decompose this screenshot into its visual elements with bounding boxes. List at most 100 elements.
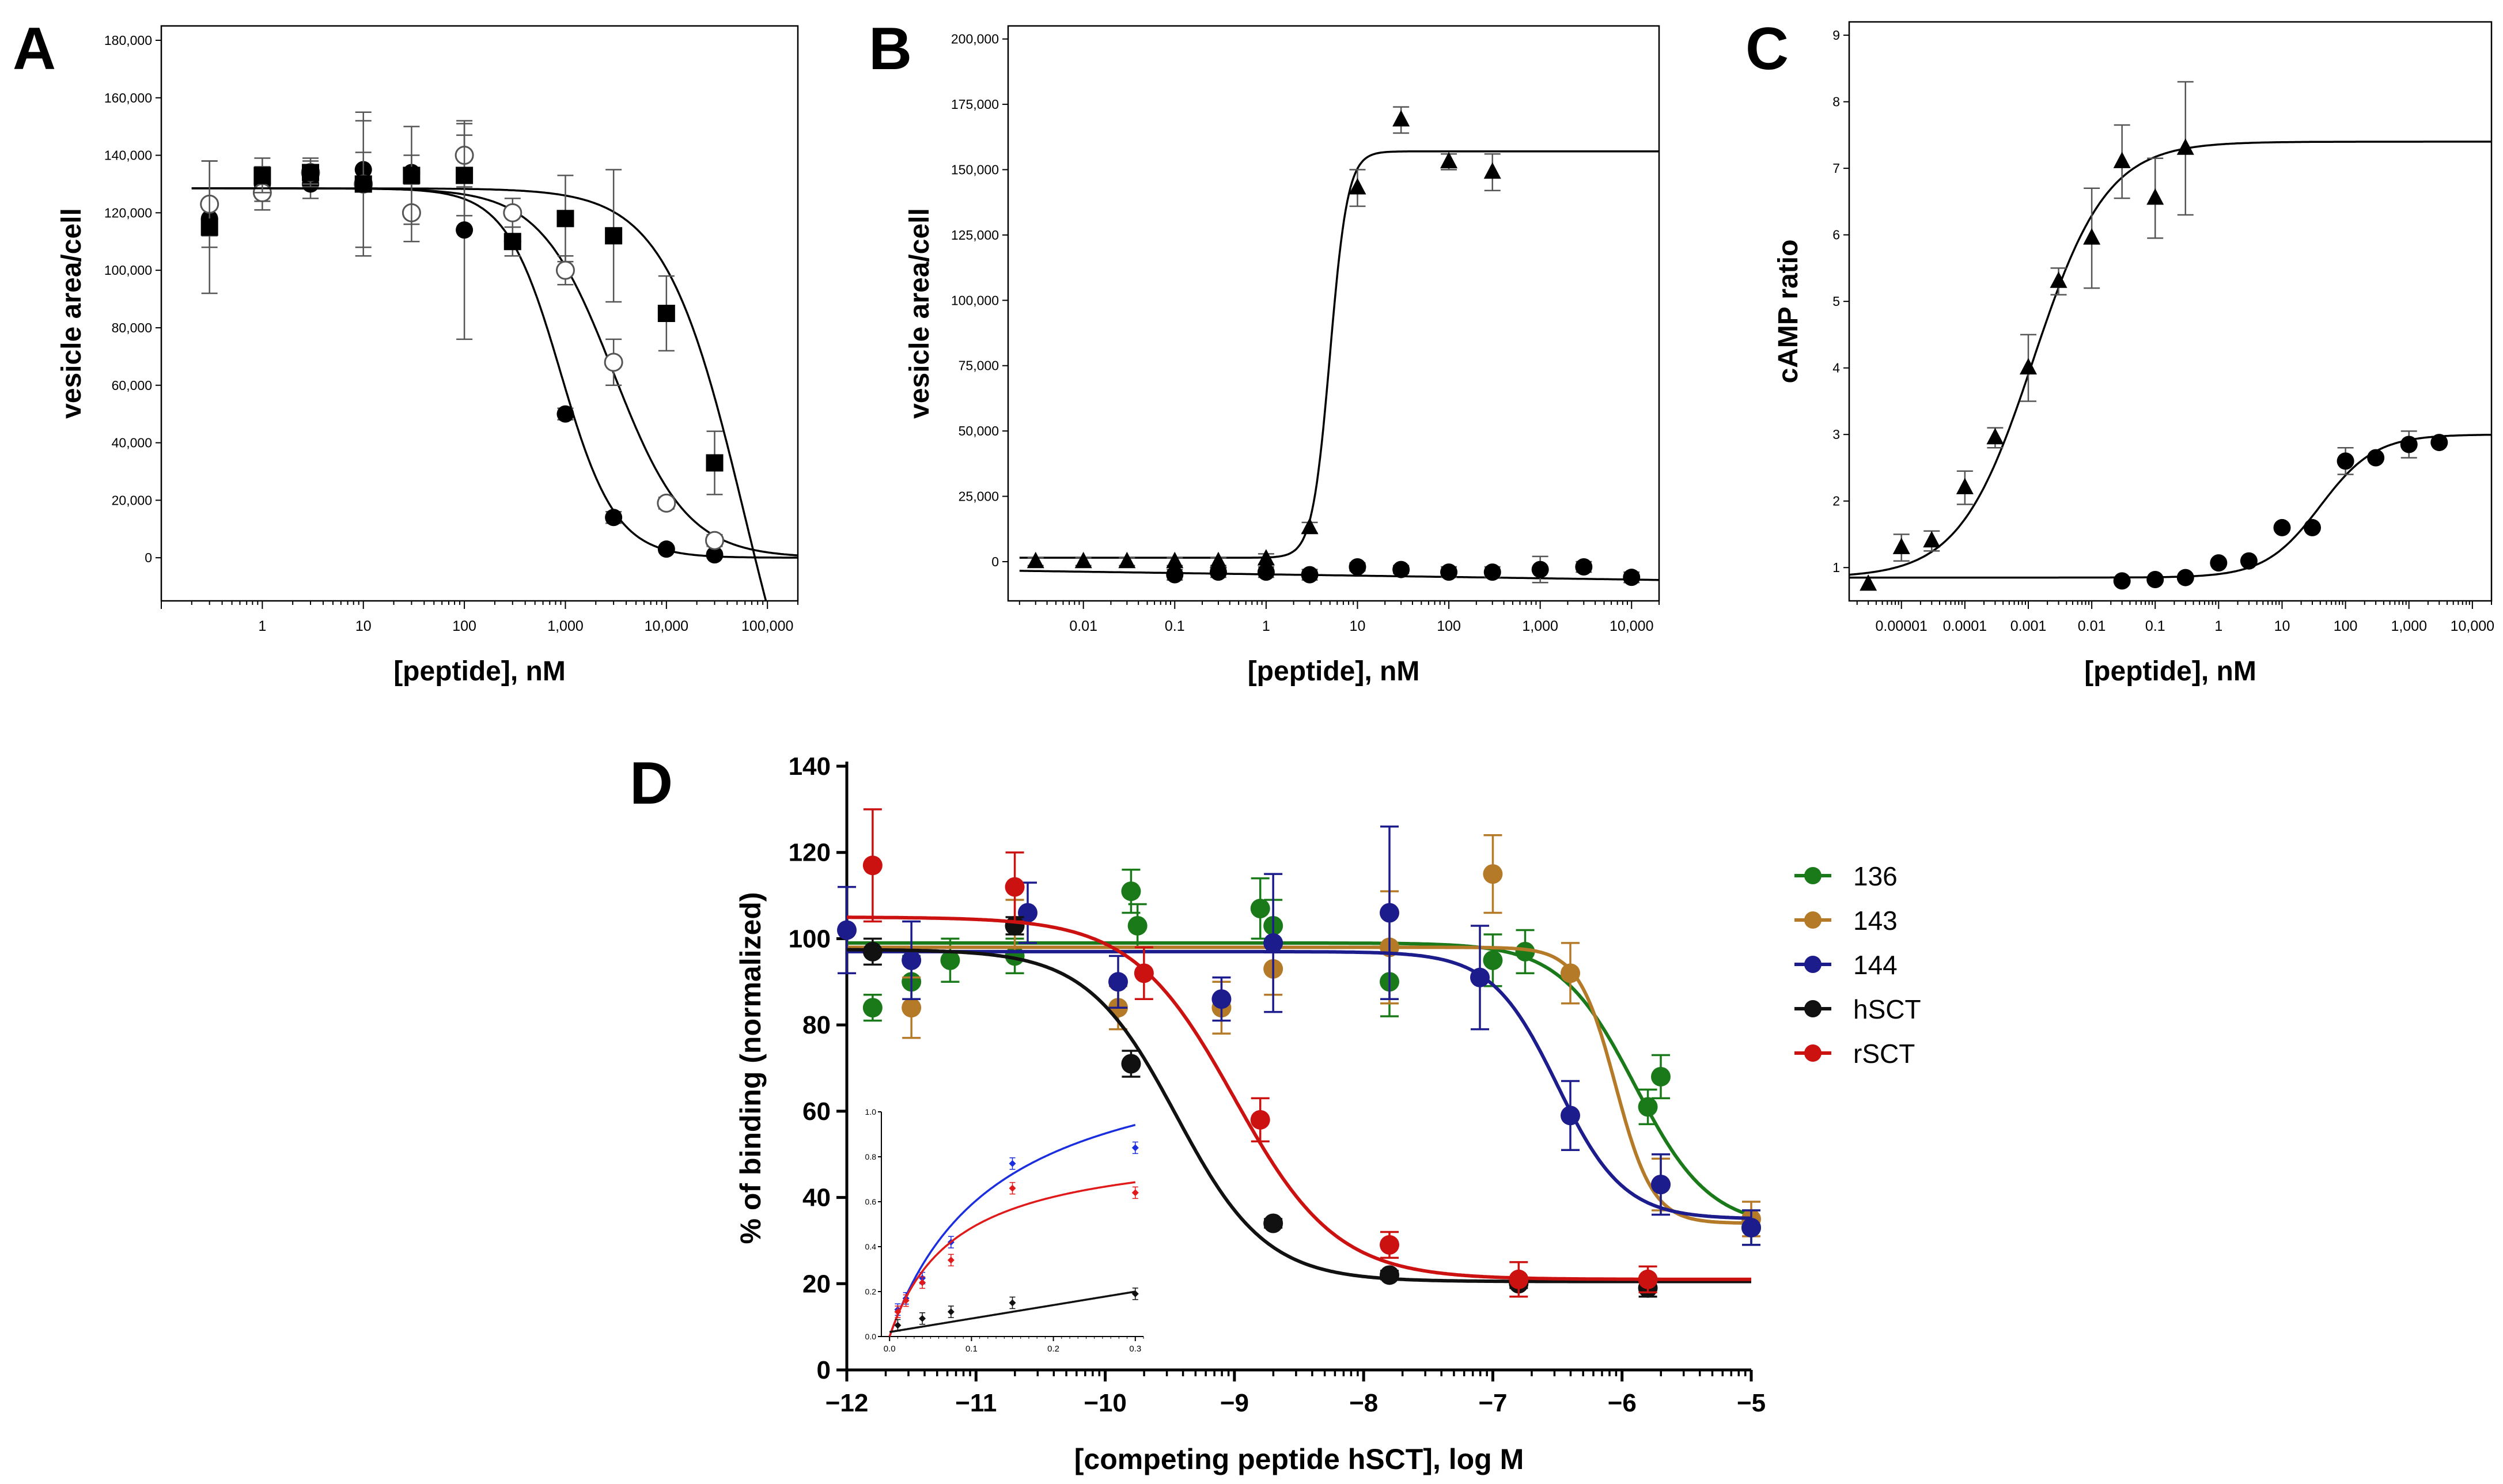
y-tick-label: 40,000	[112, 436, 152, 450]
x-tick-label: 10	[1350, 618, 1366, 634]
x-tick-label: 1,000	[1522, 618, 1558, 634]
y-tick-label: 180,000	[104, 33, 152, 48]
data-point	[2146, 571, 2164, 589]
y-tick-label: 0	[817, 1356, 831, 1384]
fit-curve-rSCT	[847, 915, 1751, 1281]
data-point	[1956, 478, 1974, 494]
x-axis-title: [peptide], nM	[1248, 656, 1420, 687]
x-tick-label: 10,000	[1610, 618, 1653, 634]
y-tick-label: 9	[1832, 28, 1840, 43]
x-tick-label: 0.00001	[1876, 618, 1928, 634]
inset-point-red	[894, 1308, 902, 1316]
data-point	[1440, 563, 1458, 581]
inset-point-red	[947, 1256, 955, 1264]
inset-y-tick-label: 0.6	[865, 1197, 877, 1206]
fit-curve-144	[847, 949, 1752, 1220]
y-tick-label: 120,000	[104, 205, 152, 220]
inset-point-red	[1131, 1189, 1139, 1197]
y-tick-label: 50,000	[959, 423, 999, 438]
data-point	[657, 305, 675, 322]
inset-point-black	[947, 1308, 955, 1316]
data-point	[1257, 549, 1275, 566]
data-point	[2146, 188, 2164, 205]
data-point	[706, 546, 724, 564]
legend-label-rSCT: rSCT	[1853, 1039, 1915, 1069]
x-tick-label: 0.1	[2145, 618, 2165, 634]
x-tick-label: 0.01	[1069, 618, 1097, 634]
y-tick-label: 6	[1832, 228, 1840, 243]
plot-frame	[1848, 21, 2493, 602]
data-point	[1575, 558, 1593, 576]
data-point-144	[1263, 933, 1283, 953]
data-point	[2113, 152, 2131, 168]
y-tick-label: 75,000	[959, 358, 999, 373]
data-point	[1118, 551, 1136, 569]
data-point	[1166, 551, 1184, 569]
y-tick-label: 120	[789, 839, 831, 867]
data-point	[2113, 572, 2131, 590]
y-tick-label: 7	[1832, 161, 1840, 176]
inset-x-tick-label: 0.1	[965, 1344, 978, 1354]
data-point	[2400, 436, 2418, 453]
data-point	[503, 203, 522, 222]
data-point-rSCT	[1509, 1269, 1529, 1289]
data-point	[2210, 554, 2228, 572]
fit-curve	[1849, 433, 2491, 579]
data-point	[1257, 563, 1275, 581]
data-point	[1349, 558, 1366, 576]
x-tick-label: 0.0001	[1943, 618, 1987, 634]
inset-point-black	[919, 1315, 926, 1322]
data-point	[2304, 518, 2322, 536]
data-point	[1531, 561, 1549, 578]
data-point	[1483, 563, 1501, 581]
y-tick-label: 200,000	[951, 32, 999, 47]
y-tick-label: 40	[802, 1184, 831, 1212]
data-point	[2019, 358, 2037, 374]
data-point-144	[902, 950, 922, 970]
data-point	[1892, 537, 1910, 554]
y-tick-label: 150,000	[951, 162, 999, 177]
y-tick-label: 160,000	[104, 90, 152, 105]
data-point	[1392, 110, 1410, 127]
inset-fit-blue	[888, 1123, 1136, 1337]
inset-y-tick-label: 0.2	[865, 1287, 877, 1296]
x-tick-label: −9	[1220, 1389, 1249, 1417]
y-tick-label: 8	[1832, 94, 1840, 109]
legend-swatch-marker	[1804, 867, 1822, 884]
fit-curve	[191, 187, 767, 601]
data-point-144	[1561, 1106, 1580, 1126]
data-point	[503, 233, 521, 251]
y-axis-title: vesicle area/cell	[904, 208, 935, 419]
data-point-hSCT	[1121, 1054, 1141, 1074]
x-axis-title: [competing peptide hSCT], log M	[1074, 1443, 1524, 1475]
data-point	[1623, 569, 1641, 586]
panel-label-b: B	[869, 16, 912, 82]
data-point-144	[1651, 1175, 1671, 1195]
data-point-136	[1250, 899, 1270, 919]
y-tick-label: 140	[789, 752, 831, 781]
data-point	[200, 218, 218, 236]
data-point	[354, 175, 372, 193]
data-point	[1483, 162, 1501, 179]
fit-curve	[1849, 141, 2491, 576]
inset-y-tick-label: 0.8	[865, 1152, 877, 1161]
x-tick-label: −12	[826, 1389, 869, 1417]
fit-curve-143	[847, 945, 1751, 1225]
data-point	[2176, 138, 2194, 155]
data-point-rSCT	[1134, 963, 1154, 983]
y-tick-label: 2	[1832, 494, 1840, 509]
data-point-136	[1651, 1066, 1671, 1086]
y-tick-label: 80,000	[112, 320, 152, 335]
y-tick-label: 80	[802, 1011, 831, 1039]
data-point	[1860, 574, 1877, 591]
data-point	[1301, 566, 1319, 584]
data-point-144	[1211, 989, 1232, 1009]
data-point	[302, 164, 320, 181]
data-point	[1923, 531, 1941, 548]
data-point	[2273, 518, 2291, 536]
data-point	[605, 509, 623, 527]
y-tick-label: 0	[991, 554, 999, 569]
x-tick-label: 100	[452, 618, 476, 634]
data-point	[705, 531, 725, 550]
